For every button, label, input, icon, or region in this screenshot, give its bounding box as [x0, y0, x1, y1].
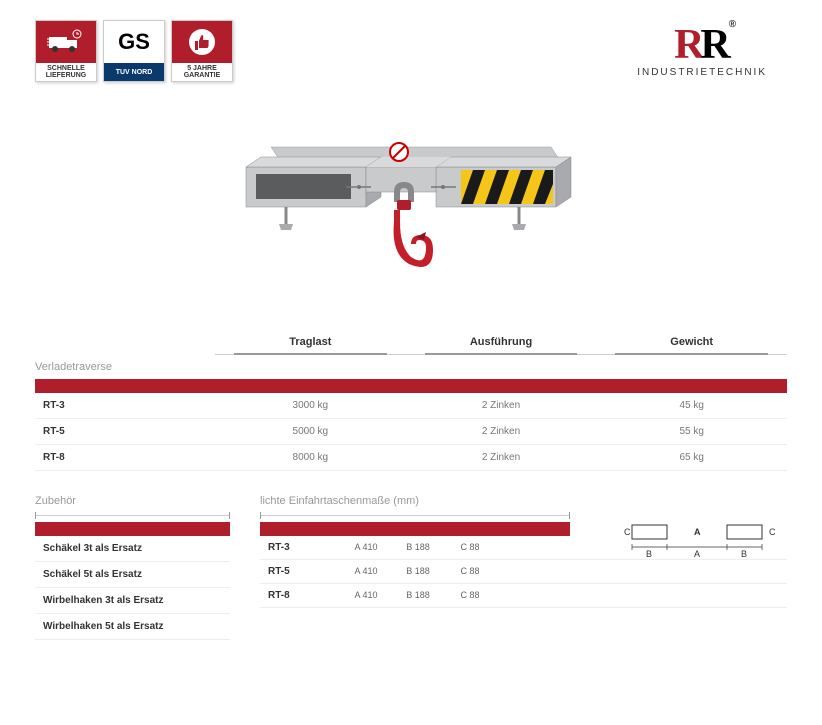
- zubehoer-item: Wirbelhaken 5t als Ersatz: [35, 614, 230, 640]
- thumb-icon: [172, 21, 232, 63]
- ausfuehrung-cell: 2 Zinken: [406, 445, 597, 470]
- red-divider: [35, 522, 230, 536]
- dims-c: C 88: [444, 536, 496, 559]
- dims-b: B 188: [392, 536, 444, 559]
- traglast-cell: 3000 kg: [215, 393, 406, 418]
- gewicht-cell: 55 kg: [596, 419, 787, 444]
- badge-delivery-label: SCHNELLE LIEFERUNG: [36, 63, 96, 81]
- truck-icon: [36, 21, 96, 63]
- traglast-cell: 5000 kg: [215, 419, 406, 444]
- traglast-cell: 8000 kg: [215, 445, 406, 470]
- gs-icon: GS: [104, 21, 164, 63]
- gewicht-cell: 65 kg: [596, 445, 787, 470]
- model-cell: RT-5: [35, 419, 215, 444]
- dims-b: B 188: [392, 584, 444, 607]
- main-spec-table: Traglast Ausführung Gewicht Verladetrave…: [35, 330, 787, 471]
- badge-delivery: SCHNELLE LIEFERUNG: [35, 20, 97, 82]
- table-row: RT-5 5000 kg 2 Zinken 55 kg: [35, 419, 787, 445]
- col-ausfuehrung: Ausführung: [406, 330, 597, 355]
- tables-section: Traglast Ausführung Gewicht Verladetrave…: [35, 330, 787, 640]
- logo-r2: R: [700, 22, 726, 68]
- dimension-diagram: C C B A A B: [617, 517, 787, 567]
- badge-gs: GS TUV NORD: [103, 20, 165, 82]
- dims-a: A 410: [340, 536, 392, 559]
- zubehoer-item: Wirbelhaken 3t als Ersatz: [35, 588, 230, 614]
- section-verladetraverse: Verladetraverse: [35, 355, 215, 379]
- badge-warranty: 5 JAHRE GARANTIE: [171, 20, 233, 82]
- logo-registered: ®: [729, 19, 732, 30]
- red-divider: [35, 379, 787, 393]
- badges-row: SCHNELLE LIEFERUNG GS TUV NORD 5 JAHRE G…: [35, 20, 233, 82]
- svg-text:A: A: [694, 549, 700, 559]
- zubehoer-section: Zubehör Schäkel 3t als Ersatz Schäkel 5t…: [35, 489, 230, 640]
- col-traglast: Traglast: [215, 330, 406, 355]
- dims-model: RT-5: [260, 560, 340, 583]
- table-row: RT-3 3000 kg 2 Zinken 45 kg: [35, 393, 787, 419]
- model-cell: RT-3: [35, 393, 215, 418]
- svg-text:B: B: [741, 549, 747, 559]
- svg-text:C: C: [769, 527, 776, 537]
- svg-text:C: C: [624, 527, 631, 537]
- red-divider: [260, 522, 570, 536]
- gewicht-cell: 45 kg: [596, 393, 787, 418]
- header: SCHNELLE LIEFERUNG GS TUV NORD 5 JAHRE G…: [35, 20, 787, 82]
- dims-row: RT-8 A 410 B 188 C 88: [260, 584, 787, 608]
- model-cell: RT-8: [35, 445, 215, 470]
- dims-model: RT-8: [260, 584, 340, 607]
- logo-subtitle: INDUSTRIETECHNIK: [637, 67, 767, 78]
- dims-c: C 88: [444, 584, 496, 607]
- dims-c: C 88: [444, 560, 496, 583]
- badge-gs-label: TUV NORD: [104, 63, 164, 81]
- zubehoer-item: Schäkel 3t als Ersatz: [35, 536, 230, 562]
- svg-text:A: A: [694, 527, 701, 537]
- product-image: [35, 112, 787, 305]
- zubehoer-title: Zubehör: [35, 489, 230, 513]
- dims-title: lichte Einfahrtaschenmaße (mm): [260, 489, 787, 513]
- table-row: RT-8 8000 kg 2 Zinken 65 kg: [35, 445, 787, 471]
- svg-text:B: B: [646, 549, 652, 559]
- logo-r1: R: [674, 22, 700, 68]
- col-gewicht: Gewicht: [596, 330, 787, 355]
- ausfuehrung-cell: 2 Zinken: [406, 393, 597, 418]
- dims-a: A 410: [340, 584, 392, 607]
- dims-b: B 188: [392, 560, 444, 583]
- dims-model: RT-3: [260, 536, 340, 559]
- ausfuehrung-cell: 2 Zinken: [406, 419, 597, 444]
- dims-a: A 410: [340, 560, 392, 583]
- badge-warranty-label: 5 JAHRE GARANTIE: [172, 63, 232, 81]
- dimensions-section: lichte Einfahrtaschenmaße (mm) RT-3 A 41…: [260, 489, 787, 640]
- zubehoer-item: Schäkel 5t als Ersatz: [35, 562, 230, 588]
- brand-logo: RR® INDUSTRIETECHNIK: [637, 25, 767, 78]
